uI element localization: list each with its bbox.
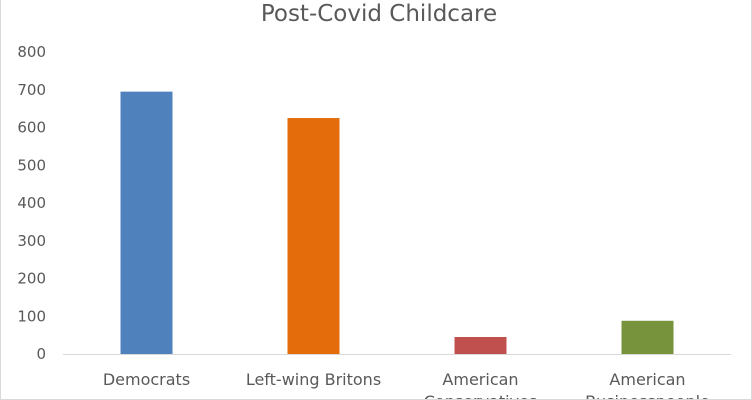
x-tick-label: American <box>442 370 518 389</box>
x-tick-label: Businesspeople <box>585 392 710 400</box>
x-tick-label: Conservatives <box>424 392 538 400</box>
y-tick-label: 400 <box>17 194 46 212</box>
bar <box>454 337 507 354</box>
bar <box>621 320 674 354</box>
y-tick-label: 500 <box>17 156 46 174</box>
x-tick-label: American <box>609 370 685 389</box>
y-tick-label: 800 <box>17 43 46 61</box>
y-tick-label: 700 <box>17 81 46 99</box>
x-tick-label: Left-wing Britons <box>246 370 381 389</box>
y-axis-ticks: 0 100 200 300 400 500 600 700 800 <box>17 43 46 363</box>
bars <box>120 91 674 354</box>
x-tick-label: Democrats <box>103 370 190 389</box>
y-tick-label: 100 <box>17 307 46 325</box>
bar <box>120 91 173 354</box>
y-tick-label: 300 <box>17 232 46 250</box>
y-tick-label: 200 <box>17 270 46 288</box>
y-tick-label: 0 <box>36 345 46 363</box>
y-tick-label: 600 <box>17 119 46 137</box>
bar <box>287 118 340 354</box>
x-axis-labels: Democrats Left-wing Britons American Conser… <box>103 370 710 400</box>
chart-title: Post-Covid Childcare <box>261 1 497 27</box>
